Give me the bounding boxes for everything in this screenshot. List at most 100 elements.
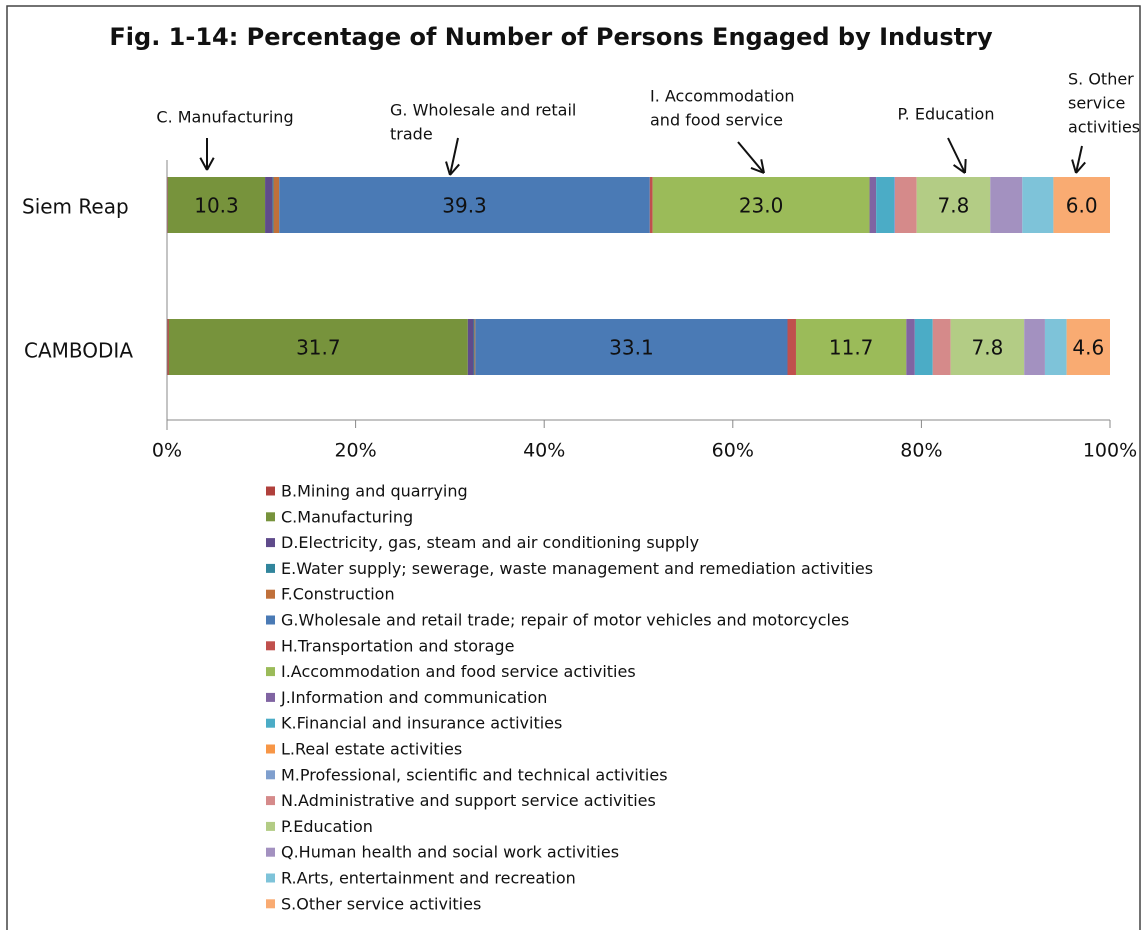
legend-swatch [266,589,275,599]
bar-segment [906,319,915,375]
arrow-head [964,158,967,174]
bar-segment [950,319,1025,375]
legend-label: H.Transportation and storage [281,636,514,655]
bar-segment [1022,177,1054,233]
legend-swatch [266,615,275,625]
legend-swatch [266,563,275,573]
annotation: P. Education [898,105,995,124]
bar-segment [1053,177,1110,233]
data-label: 10.3 [194,194,239,218]
legend-swatch [266,486,275,496]
legend-label: K.Financial and insurance activities [281,714,562,733]
bar-segment [473,319,475,375]
legend-swatch [266,770,275,780]
arrow-head [199,157,208,171]
legend-label: M.Professional, scientific and technical… [281,765,668,784]
annotation: I. Accommodation [650,87,795,106]
annotation: S. Other [1068,70,1134,89]
x-tick-label: 20% [334,440,376,462]
bar-segment [869,177,877,233]
legend-label: J.Information and communication [280,688,547,707]
legend-swatch [266,692,275,702]
bar-segment [273,177,280,233]
bar-segment [168,319,468,375]
annotation: activities [1068,118,1140,137]
legend-swatch [266,847,275,857]
legend-swatch [266,744,275,754]
annotation: C. Manufacturing [156,108,293,127]
legend-swatch [266,873,275,883]
legend-swatch [266,718,275,728]
arrow-head [445,161,451,176]
legend-swatch [266,512,275,522]
data-label: 39.3 [442,194,487,218]
arrow-head [206,157,215,171]
data-label: 4.6 [1072,336,1104,360]
arrow-head [449,163,460,176]
data-label: 7.8 [972,336,1004,360]
x-tick-label: 100% [1083,440,1137,462]
bar-segment [167,319,169,375]
legend-swatch [266,641,275,651]
legend-label: E.Water supply; sewerage, waste manageme… [281,559,873,578]
bar-segment [649,177,653,233]
bar-segment [1044,319,1067,375]
data-label: 11.7 [829,336,874,360]
bar-segment [787,319,796,375]
annotation-arrow [449,137,459,176]
bar-segment [167,177,266,233]
bar-segment [474,319,476,375]
arrow-head [1075,161,1086,174]
arrow-head [750,166,765,174]
legend-label: I.Accommodation and food service activit… [281,662,636,681]
annotation-arrow [1075,145,1083,174]
legend-label: R.Arts, entertainment and recreation [281,869,576,888]
bar-segment [467,319,474,375]
bar-segment [265,177,273,233]
x-tick-label: 0% [152,440,182,462]
y-tick-label: Siem Reap [22,195,129,219]
legend-label: N.Administrative and support service act… [281,791,656,810]
annotation: trade [390,125,433,144]
legend-label: B.Mining and quarrying [281,482,468,501]
data-label: 6.0 [1066,194,1098,218]
bar-segment [795,319,907,375]
bar-segment [990,177,1023,233]
arrow-head [953,164,966,174]
bar-segment [475,319,788,375]
annotation: G. Wholesale and retail [390,101,576,120]
chart-title: Fig. 1-14: Percentage of Number of Perso… [109,23,993,51]
legend-swatch [266,821,275,831]
legend-label: C.Manufacturing [281,507,413,526]
y-tick-label: CAMBODIA [24,339,133,363]
legend-label: G.Wholesale and retail trade; repair of … [281,611,849,630]
legend-label: F.Construction [281,585,395,604]
x-tick-label: 40% [523,440,565,462]
data-label: 33.1 [609,336,654,360]
legend-label: Q.Human health and social work activitie… [281,843,619,862]
bar-segment [272,177,274,233]
legend-swatch [266,667,275,677]
data-label: 31.7 [296,336,341,360]
annotation: service [1068,94,1125,113]
bar-segment [652,177,870,233]
x-tick-label: 80% [900,440,942,462]
annotation: and food service [650,111,783,130]
legend-label: P.Education [281,817,373,836]
legend-swatch [266,899,275,909]
bar-segment [1066,319,1110,375]
bar-segment [894,177,895,233]
bar-segment [914,319,933,375]
legend-label: L.Real estate activities [281,740,462,759]
bar-segment [1024,319,1045,375]
annotation-arrow [737,141,765,174]
annotation-arrow [947,137,966,174]
legend-swatch [266,796,275,806]
x-tick-label: 60% [712,440,754,462]
bar-segment [932,319,951,375]
bar-segment [894,177,917,233]
legend-swatch [266,538,275,548]
data-label: 7.8 [938,194,970,218]
